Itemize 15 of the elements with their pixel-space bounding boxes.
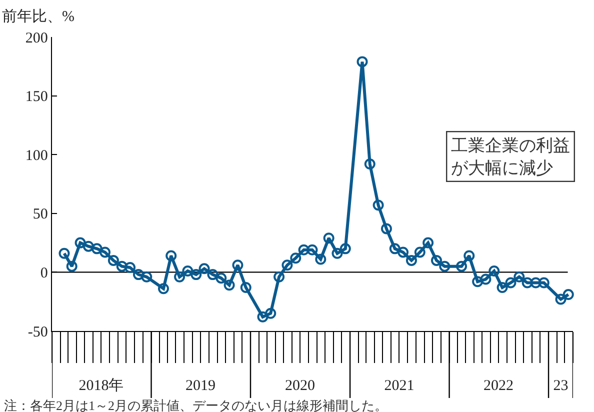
- y-tick-label: 100: [25, 148, 48, 164]
- annotation: 工業企業の利益が大幅に減少: [451, 136, 570, 178]
- x-tick-label: 2021: [384, 378, 414, 394]
- y-tick-label: 150: [25, 89, 48, 106]
- y-axis-title: 前年比、%: [2, 8, 74, 25]
- y-tick-label: 0: [40, 265, 48, 282]
- x-tick-label: 2022: [483, 378, 514, 394]
- x-tick-label: 2020: [284, 378, 315, 394]
- y-tick-label: 200: [25, 30, 48, 46]
- y-tick-label: -50: [28, 324, 48, 340]
- x-tick-label: 23: [553, 378, 568, 394]
- y-tick-label: 50: [32, 206, 48, 223]
- x-tick-label: 2019: [185, 378, 216, 394]
- text: 注：各年2月は1～2月の累計値、データのない月は線形補間した。: [4, 398, 388, 412]
- x-tick-label: 2018年: [78, 377, 124, 394]
